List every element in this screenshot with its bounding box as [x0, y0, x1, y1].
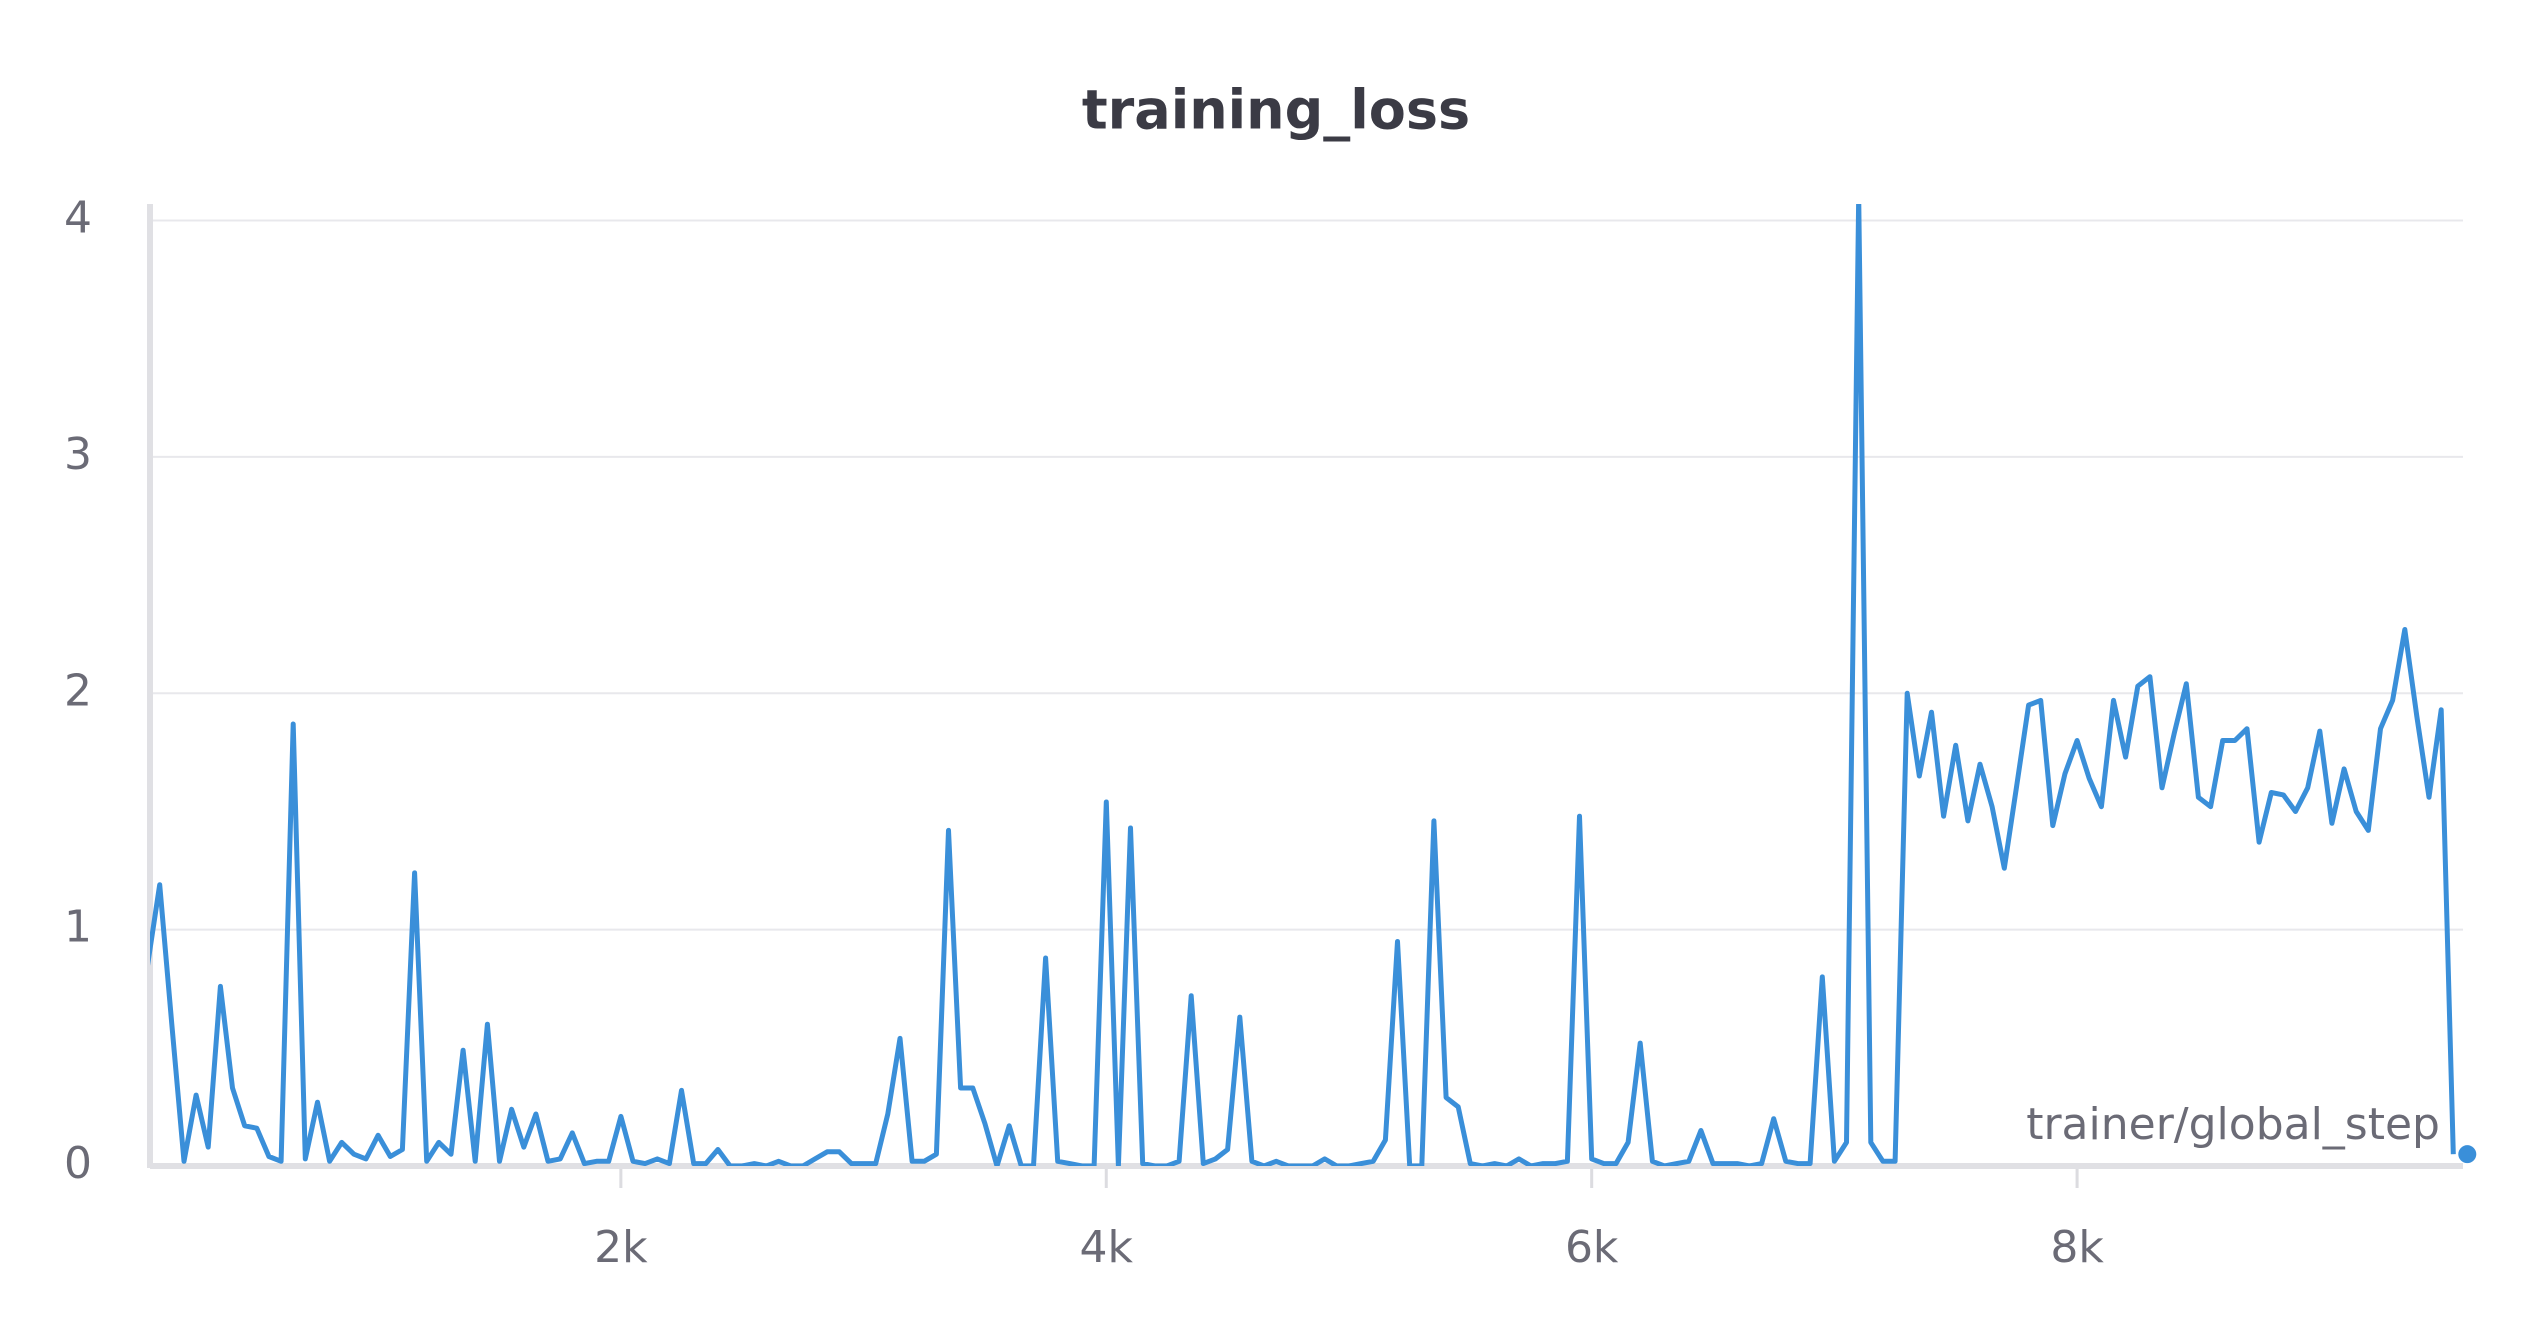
line: [150, 204, 2456, 1166]
plot: [150, 204, 2477, 1166]
chart-title: training_loss: [1082, 79, 1470, 142]
x-tick-label: 6k: [1565, 1222, 1619, 1273]
y-tick-label: 0: [64, 1138, 92, 1189]
y-tick-label: 1: [64, 902, 92, 953]
end-point: [2458, 1145, 2477, 1164]
x-tick-label: 8k: [2050, 1222, 2104, 1273]
y-tick-label: 2: [64, 665, 92, 716]
x-axis-label: trainer/global_step: [2026, 1099, 2440, 1150]
y-tick-label: 3: [64, 429, 92, 480]
grid: [147, 204, 2463, 1188]
y-tick-label: 4: [64, 193, 92, 244]
x-tick-label: 2k: [594, 1222, 648, 1273]
x-tick-label: 4k: [1080, 1222, 1134, 1273]
